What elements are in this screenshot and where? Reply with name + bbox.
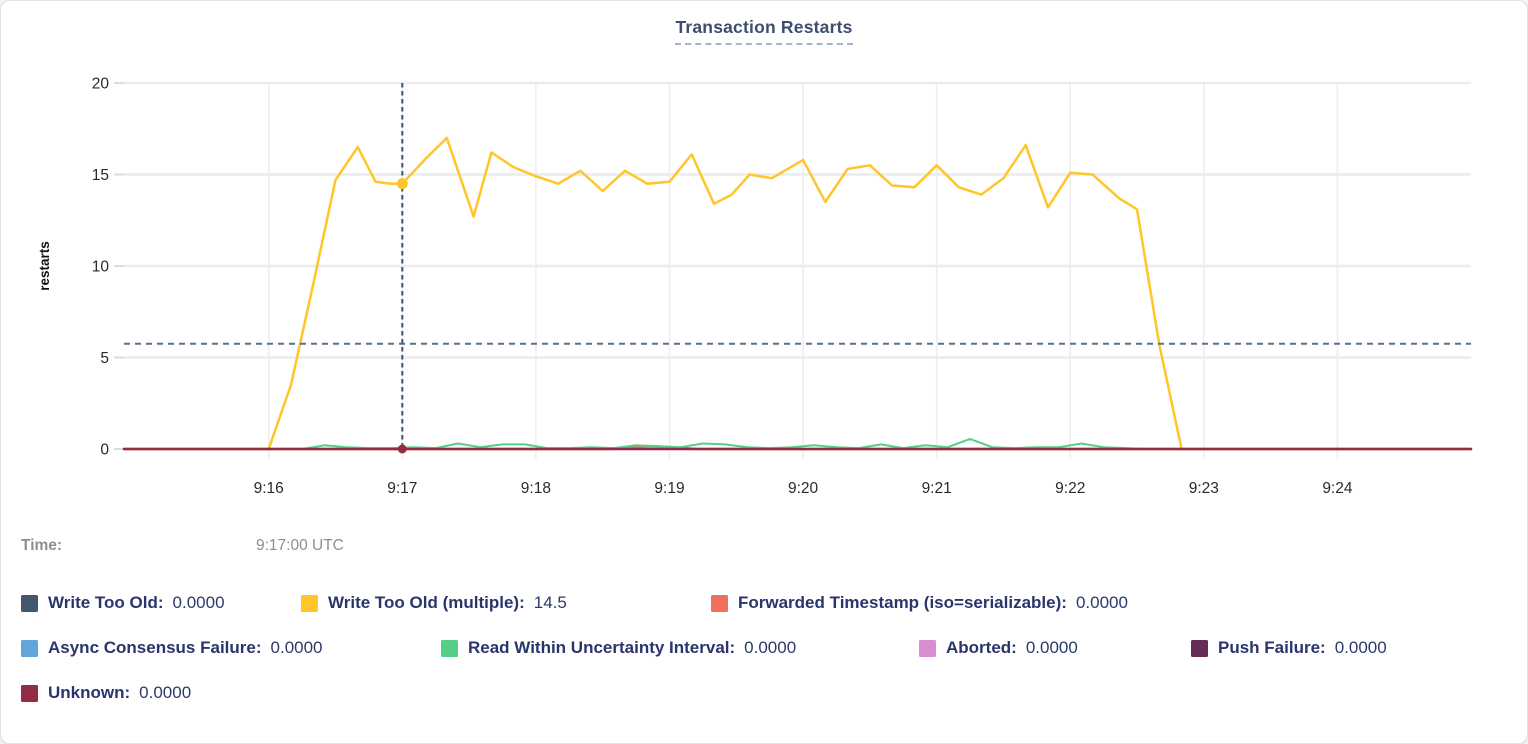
legend-value: 0.0000	[744, 638, 797, 657]
legend-swatch-aborted	[919, 639, 936, 657]
legend-value: 0.0000	[270, 638, 323, 657]
legend-value: 0.0000	[1334, 638, 1387, 657]
chart-title-wrap: Transaction Restarts	[1, 17, 1527, 45]
legend-swatch-forwarded-timestamp	[711, 594, 728, 612]
series	[122, 136, 1473, 451]
highlight-dot-hovered-series	[396, 178, 408, 190]
legend-value: 0.0000	[1075, 593, 1128, 612]
y-tick-label: 20	[92, 76, 110, 93]
legend-label: Forwarded Timestamp (iso=serializable):	[738, 593, 1067, 612]
hover-time-value: 9:17:00 UTC	[256, 537, 344, 554]
hover-time-row: Time: 9:17:00 UTC	[21, 537, 621, 561]
x-tick-label: 9:23	[1189, 480, 1219, 497]
legend-label: Async Consensus Failure:	[48, 638, 262, 657]
series-line-write-too-old-multiple	[122, 136, 1473, 451]
x-tick-label: 9:22	[1055, 480, 1085, 497]
legend-item-aborted[interactable]: Aborted: 0.0000	[919, 638, 1191, 658]
y-tick-label: 5	[100, 350, 109, 367]
axes: 0 5 10 15 20 9:16 9:17 9:18 9:19 9:20 9:21 9:22 9:23…	[37, 76, 1353, 498]
crosshair	[124, 83, 1471, 454]
x-tick-label: 9:17	[387, 480, 417, 497]
legend-item-unknown[interactable]: Unknown: 0.0000	[21, 683, 191, 703]
legend-item-async-consensus-failure[interactable]: Async Consensus Failure: 0.0000	[21, 638, 441, 658]
legend-label: Aborted:	[946, 638, 1017, 657]
y-tick-label: 15	[92, 167, 109, 184]
legend-label: Write Too Old (multiple):	[328, 593, 525, 612]
legend-swatch-write-too-old	[21, 594, 38, 612]
legend-swatch-write-too-old-multiple	[301, 594, 318, 612]
highlight-dot-zero-series	[397, 444, 407, 454]
legend-item-forwarded-timestamp[interactable]: Forwarded Timestamp (iso=serializable): 0…	[711, 593, 1128, 613]
hover-time-label: Time:	[21, 537, 63, 554]
x-tick-label: 9:20	[788, 480, 819, 497]
x-tick-label: 9:19	[654, 480, 684, 497]
y-tick-label: 10	[92, 259, 110, 276]
legend-value: 0.0000	[139, 683, 192, 702]
legend-row-3: Unknown: 0.0000	[21, 680, 191, 706]
legend-row-1: Write Too Old: 0.0000 Write Too Old (multi…	[21, 590, 1128, 616]
legend-label: Read Within Uncertainty Interval:	[468, 638, 736, 657]
x-tick-label: 9:24	[1322, 480, 1353, 497]
legend-swatch-unknown	[21, 684, 38, 702]
x-tick-label: 9:16	[254, 480, 284, 497]
x-tick-label: 9:18	[521, 480, 551, 497]
transaction-restarts-chart[interactable]: 0 5 10 15 20 9:16 9:17 9:18 9:19 9:20 9:21 9:22 9:23…	[1, 1, 1528, 531]
legend-value: 0.0000	[172, 593, 225, 612]
grid	[114, 81, 1471, 459]
legend-item-write-too-old[interactable]: Write Too Old: 0.0000	[21, 593, 301, 613]
x-tick-label: 9:21	[922, 480, 952, 497]
legend-item-read-within-uncertainty-interval[interactable]: Read Within Uncertainty Interval: 0.0000	[441, 638, 919, 658]
legend-label: Write Too Old:	[48, 593, 164, 612]
legend-swatch-async-consensus-failure	[21, 639, 38, 657]
legend-swatch-push-failure	[1191, 639, 1208, 657]
legend-swatch-read-within-uncertainty-interval	[441, 639, 458, 657]
legend-label: Push Failure:	[1218, 638, 1326, 657]
chart-title[interactable]: Transaction Restarts	[675, 17, 853, 45]
legend-value: 14.5	[533, 593, 567, 612]
legend-item-write-too-old-multiple[interactable]: Write Too Old (multiple): 14.5	[301, 593, 711, 613]
legend-label: Unknown:	[48, 683, 131, 702]
legend-row-2: Async Consensus Failure: 0.0000 Read Withi…	[21, 635, 1387, 661]
legend-item-push-failure[interactable]: Push Failure: 0.0000	[1191, 638, 1387, 658]
y-tick-label: 0	[100, 442, 109, 459]
legend-value: 0.0000	[1025, 638, 1078, 657]
series-line-read-within-uncertainty-interval	[123, 437, 1472, 450]
y-axis-title: restarts	[37, 241, 52, 291]
